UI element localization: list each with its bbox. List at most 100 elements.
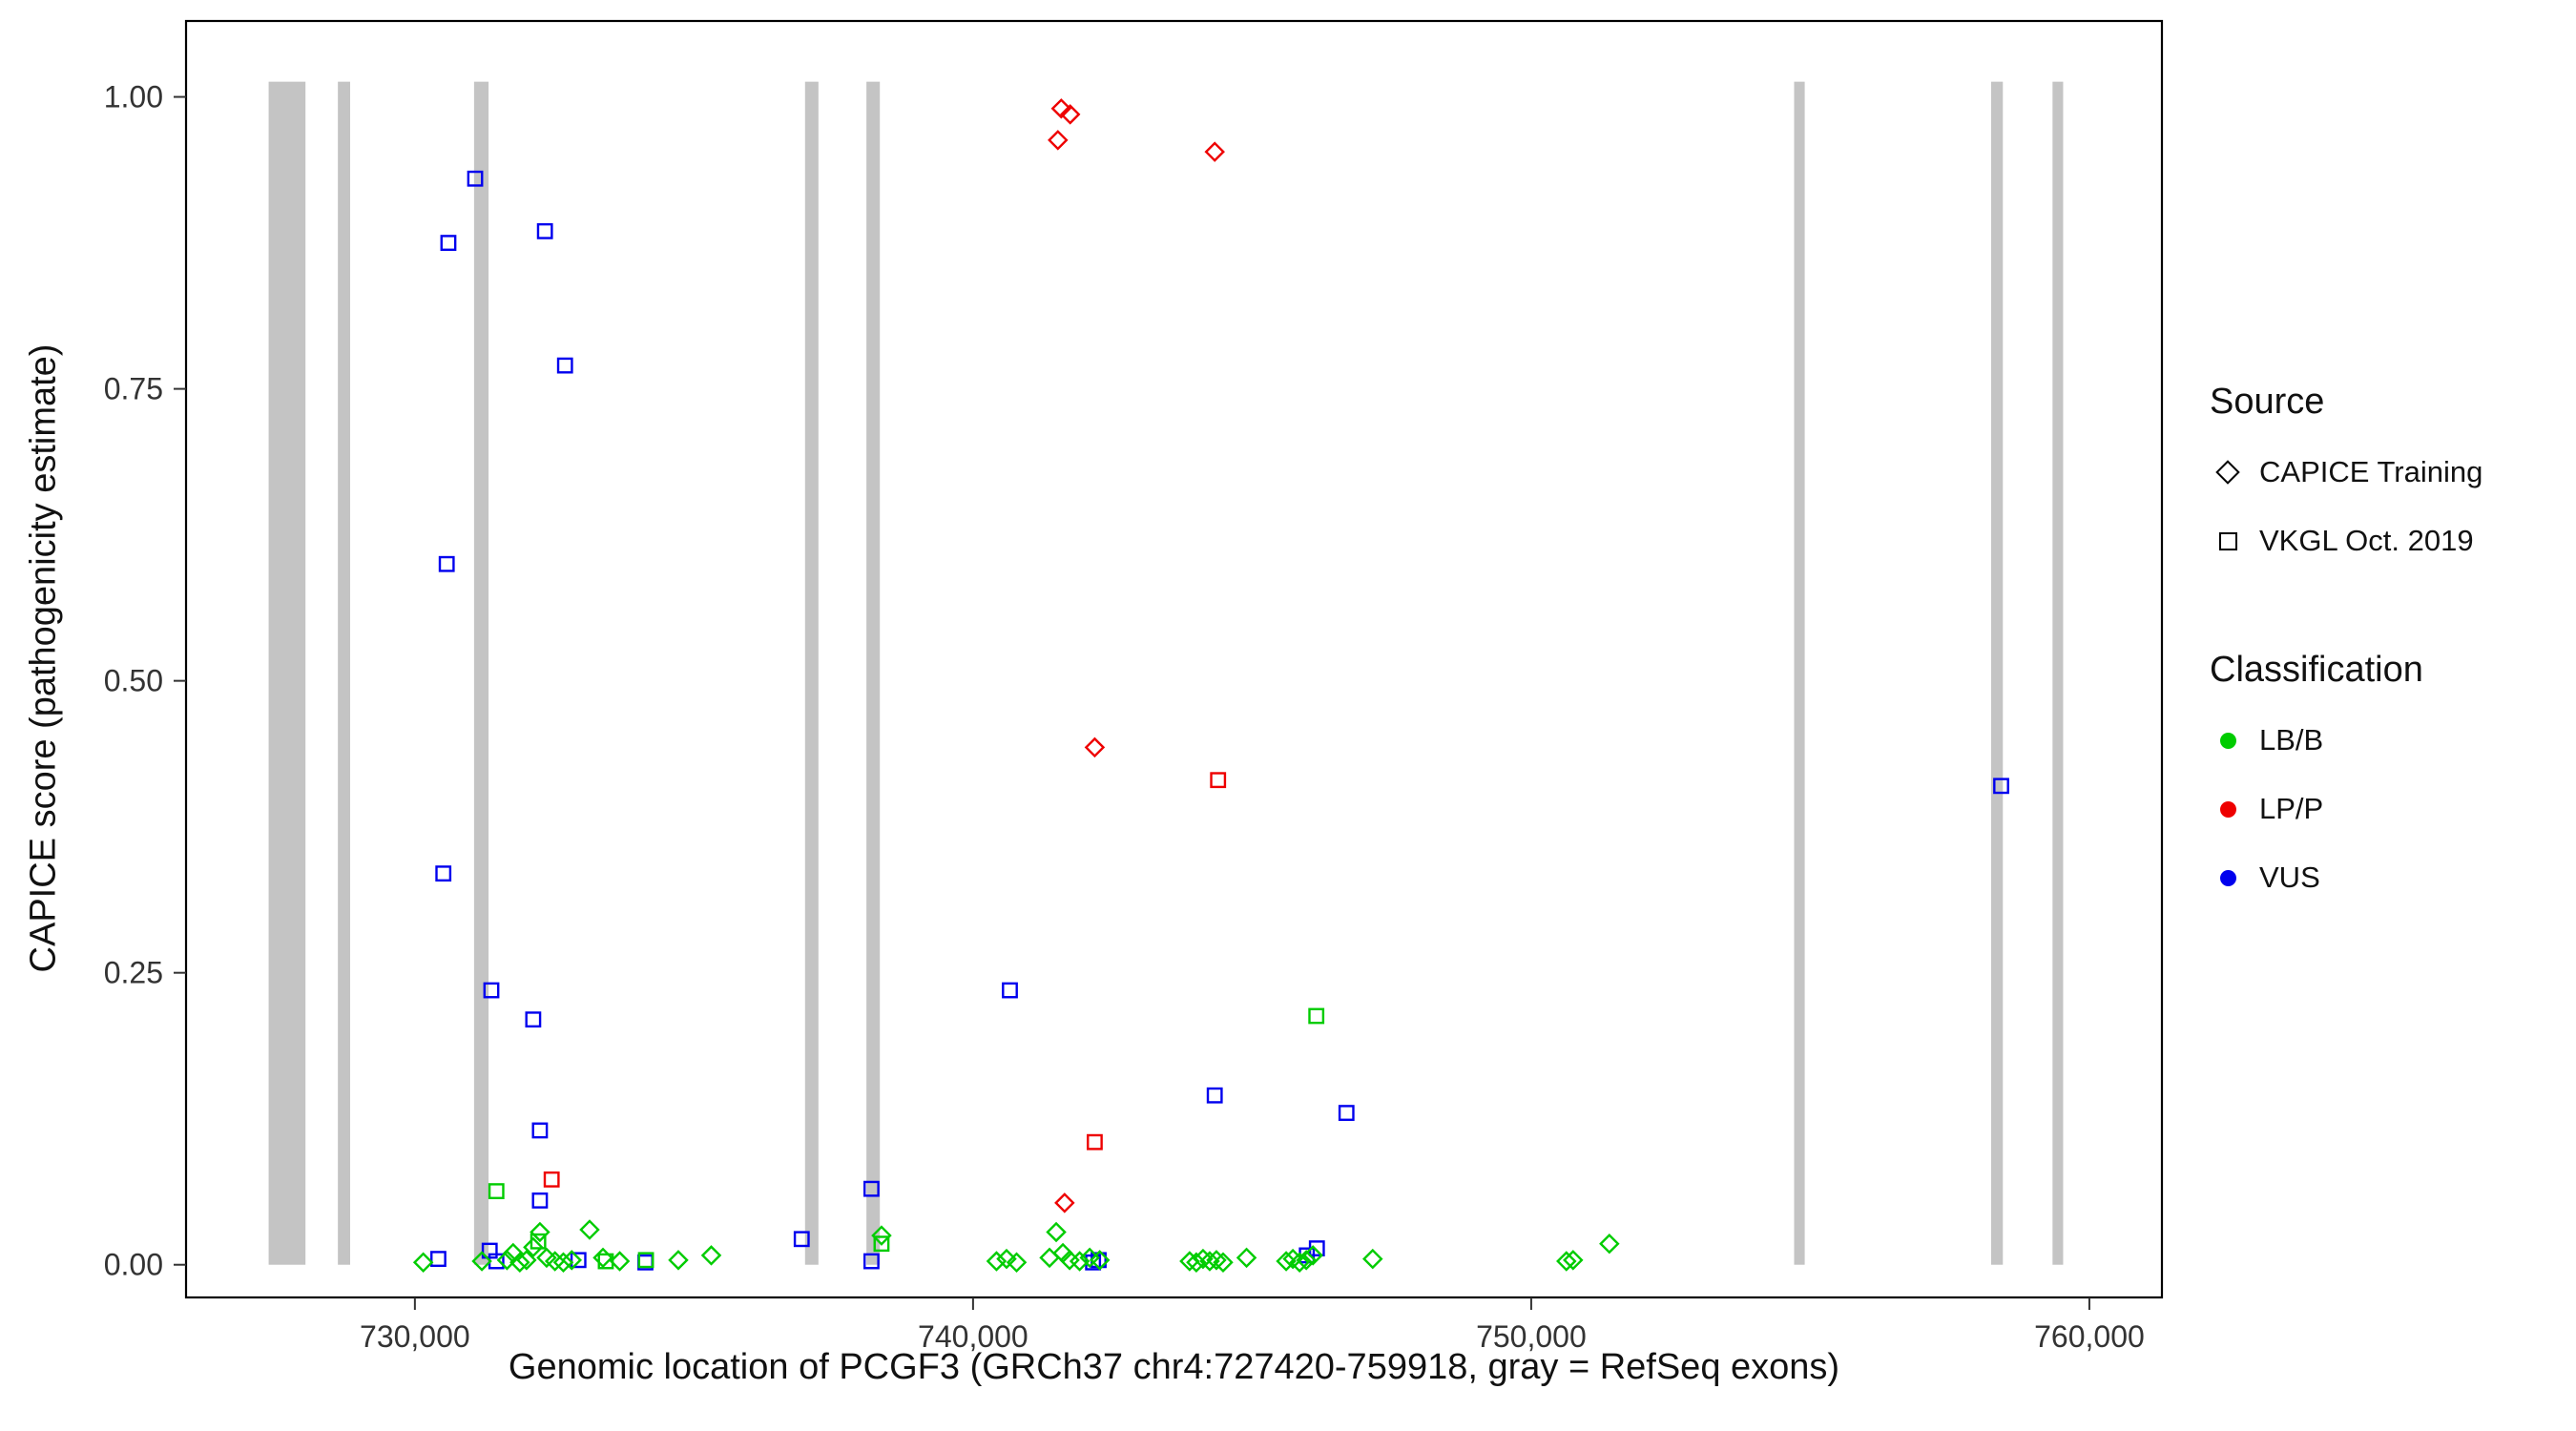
legend-item-lbb: LB/B	[2210, 706, 2483, 775]
blue-dot-icon	[2219, 869, 2236, 886]
legend-title-source: Source	[2210, 382, 2325, 422]
data-point-diamond	[530, 1221, 551, 1243]
data-point-diamond	[536, 1247, 557, 1269]
legend-item-label: LB/B	[2259, 723, 2324, 757]
data-point-diamond	[1054, 1192, 1075, 1213]
y-axis-tick-label: 0.75	[104, 372, 163, 406]
data-point-square	[531, 1192, 549, 1209]
y-axis-title: CAPICE score (pathogenicity estimate)	[23, 343, 64, 973]
legend-symbol-cell	[2210, 531, 2246, 550]
exon-bar	[2052, 81, 2064, 1265]
data-point-square	[637, 1252, 654, 1269]
legend-symbol-cell	[2210, 869, 2246, 886]
data-point-square	[1206, 1087, 1223, 1104]
data-point-square	[1338, 1105, 1355, 1121]
x-axis-title: Genomic location of PCGF3 (GRCh37 chr4:7…	[508, 1347, 1840, 1387]
red-dot-icon	[2219, 800, 2236, 818]
data-point-square	[435, 865, 452, 882]
legend-item-vus: VUS	[2210, 843, 2483, 912]
exon-bar	[1794, 81, 1805, 1265]
legend-symbol-cell	[2210, 460, 2246, 485]
data-point-square	[543, 1171, 560, 1188]
legend-group-source: Source CAPICE Training VKGL Oct. 2019	[2210, 382, 2483, 575]
data-point-square	[863, 1180, 880, 1197]
legend-title-classification: Classification	[2210, 650, 2423, 690]
legend-item-vkgl: VKGL Oct. 2019	[2210, 507, 2483, 575]
green-dot-icon	[2219, 732, 2236, 749]
exon-bar	[268, 81, 306, 1265]
data-point-diamond	[1084, 736, 1106, 758]
data-point-diamond	[1048, 130, 1069, 151]
data-point-diamond	[1204, 141, 1225, 162]
data-point-diamond	[523, 1236, 544, 1258]
y-axis-tick-label: 1.00	[104, 80, 163, 114]
data-point-square	[570, 1252, 587, 1269]
data-point-square	[430, 1251, 447, 1268]
data-point-diamond	[1046, 1221, 1067, 1243]
diamond-icon	[2215, 460, 2240, 485]
exon-bar	[866, 81, 881, 1265]
data-point-square	[873, 1235, 890, 1253]
data-point-square	[1308, 1007, 1325, 1025]
x-axis-tick-label: 760,000	[2034, 1319, 2145, 1354]
data-point-square	[440, 235, 457, 251]
legend-group-classification: Classification LB/B LP/P VUS	[2210, 650, 2483, 912]
data-point-square	[536, 222, 553, 239]
y-axis-tick-label: 0.00	[104, 1248, 163, 1282]
data-point-diamond	[1050, 98, 1072, 119]
data-point-diamond	[579, 1219, 600, 1240]
data-point-square	[1210, 772, 1227, 789]
y-axis-tick-label: 0.25	[104, 956, 163, 990]
data-point-diamond	[1089, 1250, 1111, 1271]
data-point-square	[488, 1183, 505, 1200]
data-point-diamond	[1362, 1248, 1383, 1270]
x-axis-tick-label: 750,000	[1476, 1319, 1587, 1354]
data-point-square	[1993, 778, 2009, 795]
legend-item-label: CAPICE Training	[2259, 455, 2483, 488]
data-point-diamond	[1006, 1252, 1028, 1274]
x-axis-tick-label: 730,000	[360, 1319, 470, 1354]
legend-item-label: VUS	[2259, 861, 2320, 894]
data-point-diamond	[609, 1251, 631, 1272]
legend-item-lpp: LP/P	[2210, 775, 2483, 843]
panel-border	[184, 19, 2164, 1299]
data-point-diamond	[592, 1247, 613, 1269]
legend-symbol-cell	[2210, 800, 2246, 818]
data-point-diamond	[516, 1250, 537, 1271]
data-point-diamond	[1563, 1250, 1584, 1271]
legend-symbol-cell	[2210, 732, 2246, 749]
data-point-diamond	[668, 1250, 689, 1271]
data-point-square	[467, 170, 484, 187]
data-point-square	[438, 555, 455, 572]
data-point-diamond	[412, 1252, 434, 1274]
exon-bar	[338, 81, 350, 1265]
legend-item-label: VKGL Oct. 2019	[2259, 524, 2474, 557]
exon-bar	[473, 81, 489, 1265]
data-point-diamond	[496, 1250, 518, 1271]
x-axis-tick-label: 740,000	[918, 1319, 1028, 1354]
legend: Source CAPICE Training VKGL Oct. 2019 Cl…	[2210, 382, 2483, 912]
square-icon	[2218, 531, 2237, 550]
data-point-square	[556, 357, 573, 374]
data-point-square	[863, 1253, 880, 1270]
legend-item-label: LP/P	[2259, 792, 2324, 825]
data-point-square	[1087, 1133, 1103, 1151]
data-point-diamond	[552, 1252, 574, 1274]
data-point-diamond	[1302, 1245, 1323, 1266]
data-point-diamond	[471, 1251, 492, 1272]
data-point-square	[1002, 982, 1018, 999]
legend-item-capice-training: CAPICE Training	[2210, 438, 2483, 507]
data-point-square	[531, 1122, 549, 1139]
data-point-diamond	[1296, 1250, 1317, 1271]
data-point-diamond	[561, 1250, 583, 1271]
y-axis-tick-label: 0.50	[104, 664, 163, 698]
data-point-square	[483, 982, 500, 999]
data-point-diamond	[1059, 104, 1081, 125]
data-point-diamond	[1052, 1242, 1073, 1264]
data-point-diamond	[1599, 1233, 1620, 1255]
data-point-diamond	[1069, 1251, 1091, 1272]
exon-bar	[1990, 81, 2004, 1265]
data-point-diamond	[996, 1248, 1017, 1270]
